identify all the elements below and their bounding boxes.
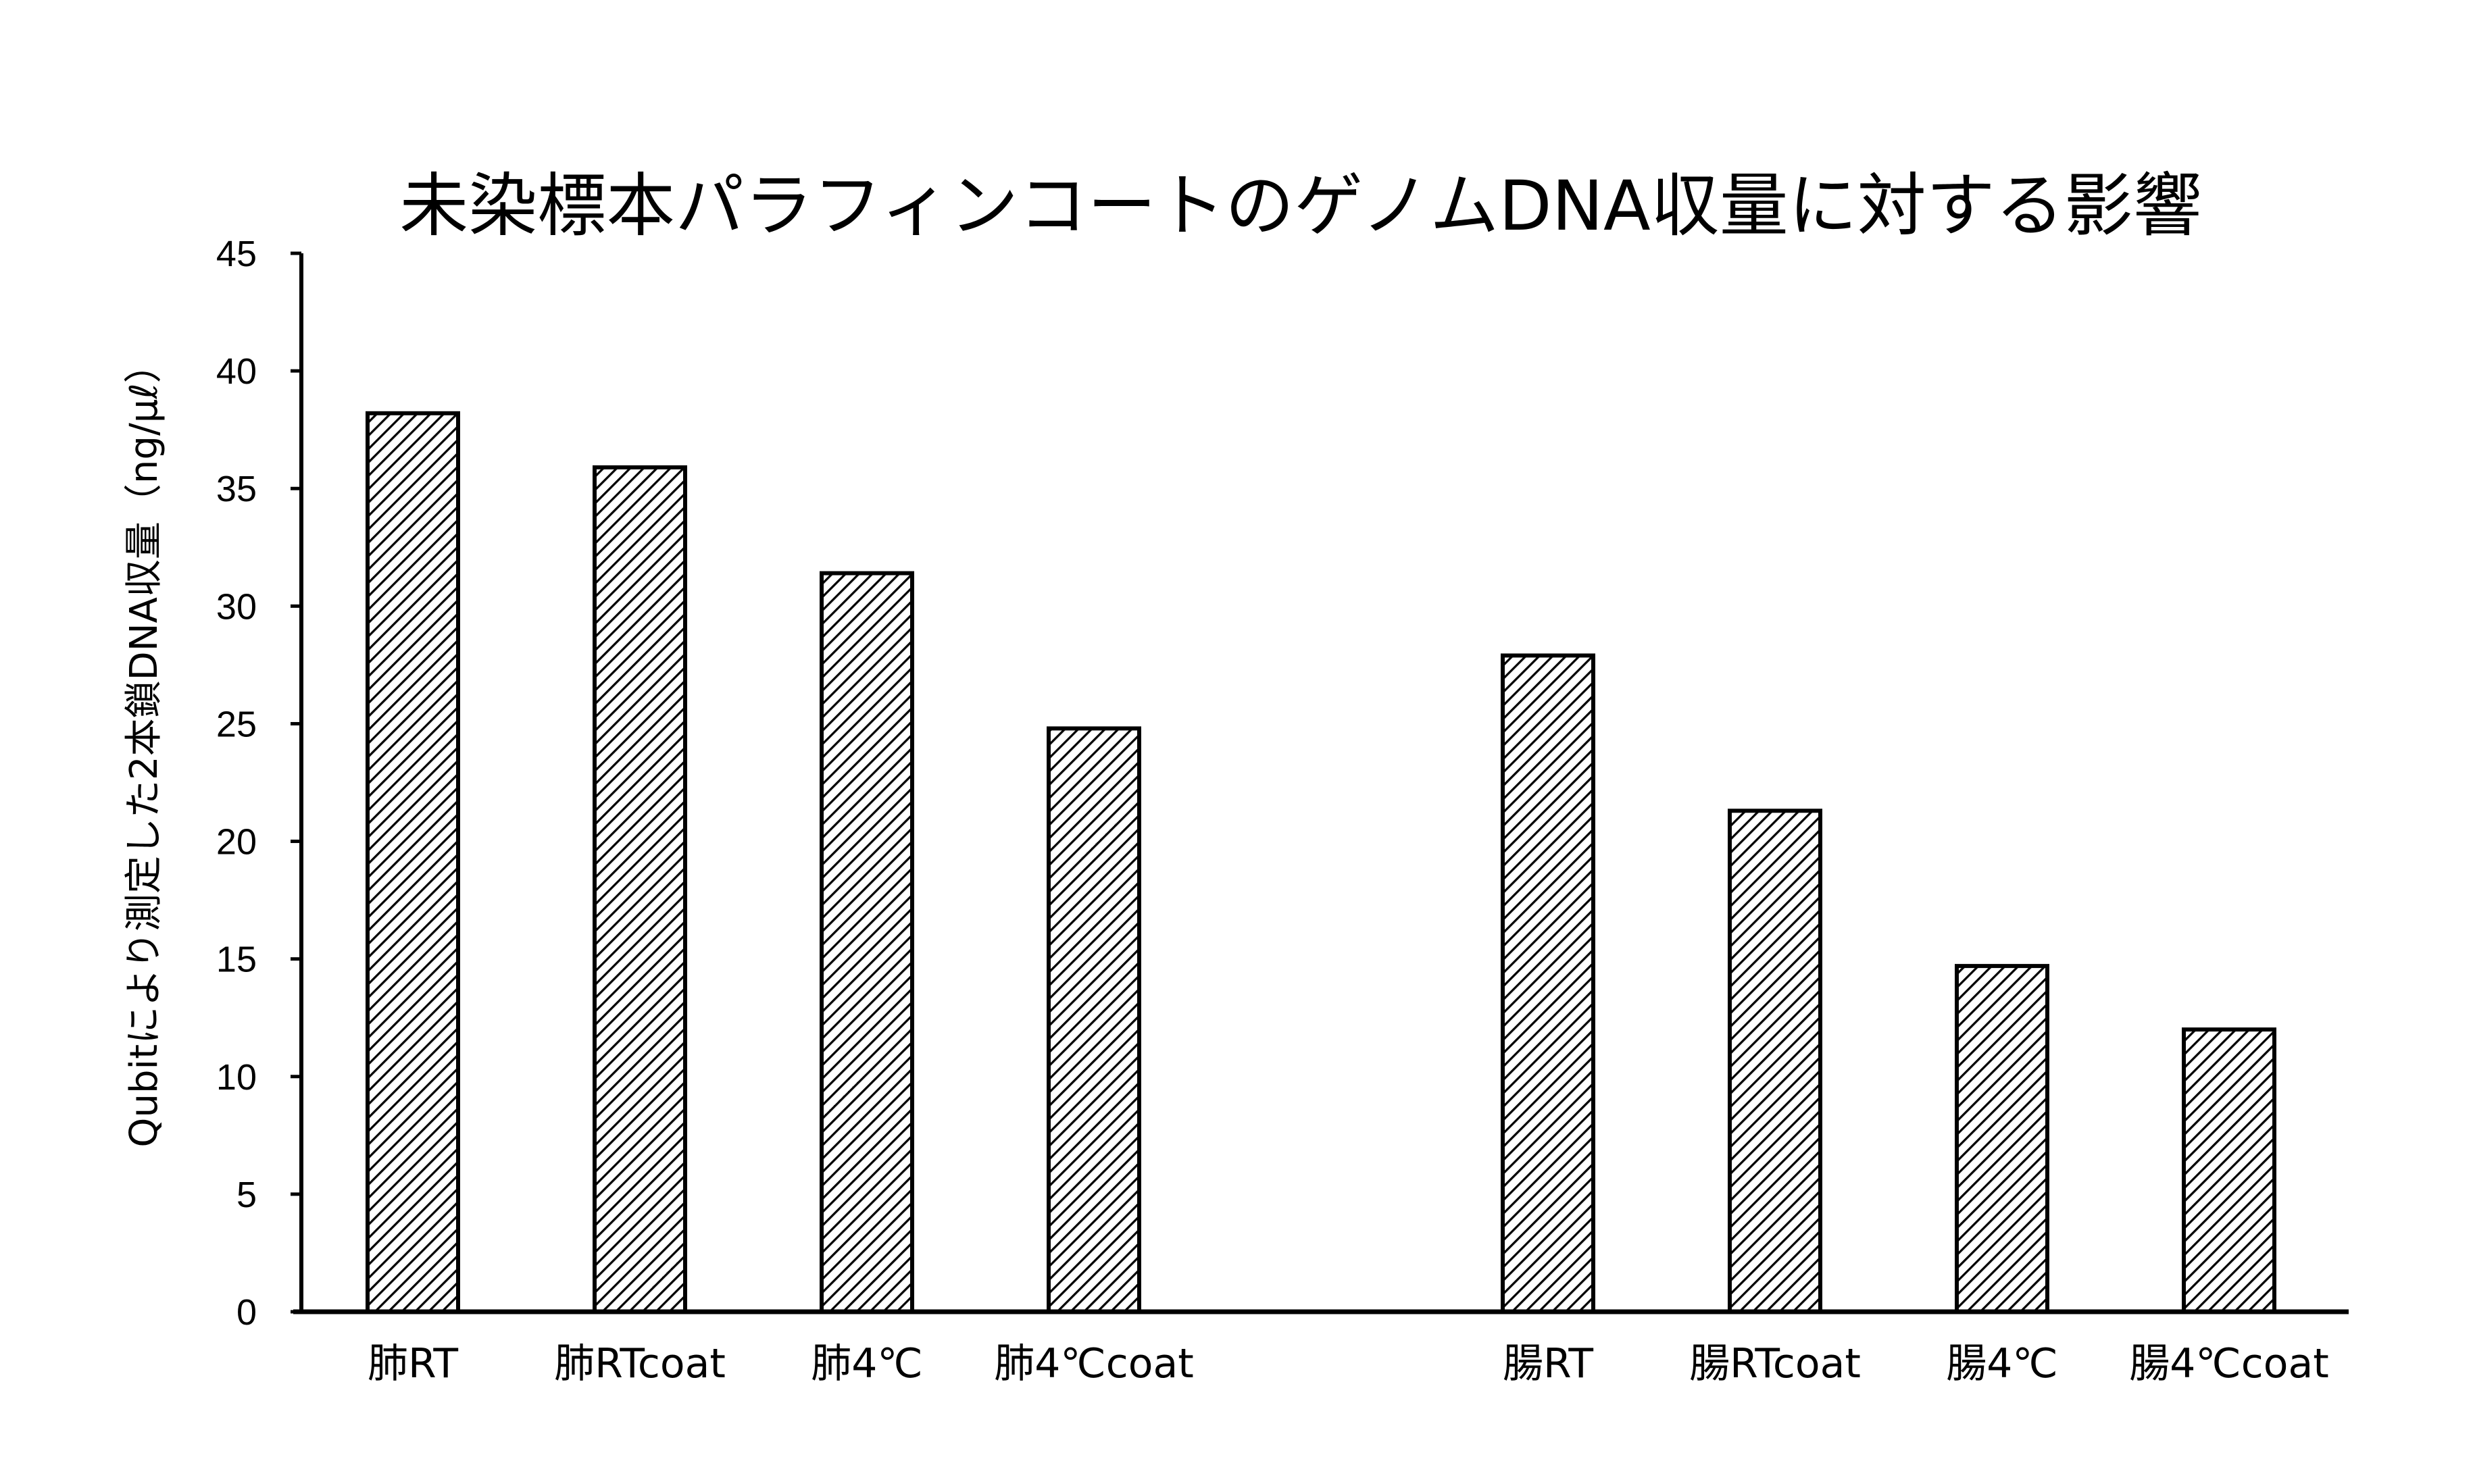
bar: [1955, 964, 2049, 1314]
x-tick-label: 腸RT: [1503, 1340, 1593, 1387]
y-tick-label: 45: [216, 234, 257, 274]
y-axis-ticks: 0 5 10 15 20 25 30 35 40 45: [216, 234, 301, 1333]
y-tick-label: 30: [216, 586, 257, 627]
bar: [593, 465, 687, 1314]
bar: [1728, 809, 1822, 1314]
y-tick-label: 40: [216, 351, 257, 392]
x-tick-label: 腸4℃coat: [2129, 1340, 2329, 1387]
y-tick-label: 10: [216, 1057, 257, 1098]
x-tick-label: 腸4℃: [1946, 1340, 2058, 1387]
bar: [1047, 726, 1141, 1314]
y-tick-label: 35: [216, 469, 257, 509]
x-tick-label: 肺RT: [368, 1340, 458, 1387]
y-axis-label: Qubitにより測定した2本鎖DNA収量（ng/μℓ）: [122, 345, 166, 1147]
bar: [820, 571, 914, 1314]
bars: [366, 411, 2276, 1314]
x-axis-tick-labels: 肺RT 肺RTcoat 肺4℃ 肺4℃coat 腸RT 腸RTcoat 腸4℃ 腸4℃coat: [368, 1340, 2329, 1387]
y-tick-label: 25: [216, 704, 257, 744]
x-tick-label: 肺4℃: [811, 1340, 923, 1387]
bar: [1501, 653, 1595, 1314]
y-tick-label: 0: [236, 1292, 257, 1333]
y-tick-label: 5: [236, 1175, 257, 1215]
chart-title: 未染標本パラフィンコートのゲノムDNA収量に対する影響: [399, 166, 2202, 247]
x-tick-label: 肺4℃coat: [994, 1340, 1194, 1387]
y-tick-label: 20: [216, 822, 257, 863]
bar: [2182, 1027, 2276, 1314]
x-tick-label: 肺RTcoat: [554, 1340, 726, 1387]
x-tick-label: 腸RTcoat: [1689, 1340, 1861, 1387]
bar: [366, 411, 460, 1314]
y-tick-label: 15: [216, 940, 257, 980]
